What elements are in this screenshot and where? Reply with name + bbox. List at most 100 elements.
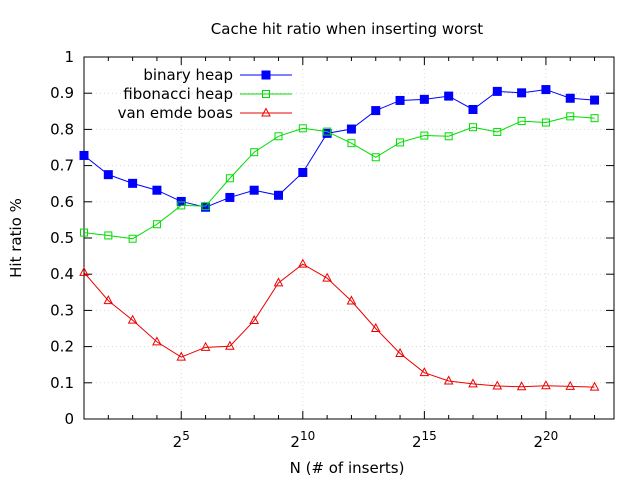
data-point <box>370 322 381 332</box>
data-point <box>103 170 113 180</box>
x-tick-exponent: 20 <box>543 429 558 443</box>
data-point <box>128 234 137 243</box>
data-point <box>493 127 502 136</box>
data-point <box>250 148 259 157</box>
data-point <box>565 93 575 103</box>
data-point <box>200 341 211 351</box>
data-point <box>225 192 235 202</box>
legend-label: van emde boas <box>118 104 234 122</box>
data-point <box>298 124 307 133</box>
data-point <box>396 138 405 147</box>
legend-label: fibonacci heap <box>123 85 233 103</box>
data-point <box>419 367 430 377</box>
data-point <box>261 70 271 80</box>
x-tick-exponent: 5 <box>182 429 190 443</box>
data-point <box>565 380 576 390</box>
y-axis-label: Hit ratio % <box>7 198 25 278</box>
data-point <box>79 150 89 160</box>
series-line <box>83 263 595 388</box>
data-point <box>323 127 332 136</box>
data-point <box>395 347 405 357</box>
y-tick-label: 1 <box>64 48 74 66</box>
x-axis-label: N (# of inserts) <box>290 459 405 477</box>
data-point <box>444 91 454 101</box>
data-point <box>79 266 89 276</box>
data-point <box>468 104 478 114</box>
data-point <box>566 112 575 121</box>
data-point <box>517 88 527 98</box>
data-point <box>273 190 283 200</box>
legend-label: binary heap <box>143 66 233 84</box>
y-tick-label: 0 <box>64 410 74 428</box>
data-point <box>201 202 210 211</box>
y-tick-label: 0.5 <box>50 229 74 247</box>
data-point <box>104 231 113 240</box>
data-point <box>541 380 551 390</box>
data-point <box>152 336 162 346</box>
data-point <box>444 132 453 141</box>
data-point <box>261 107 271 117</box>
data-point <box>420 131 429 140</box>
x-tick-label: 220 <box>534 429 559 451</box>
data-point <box>176 351 187 361</box>
data-point <box>249 314 260 325</box>
data-point <box>273 277 284 287</box>
y-tick-label: 0.3 <box>50 301 74 319</box>
x-tick-base: 2 <box>173 433 183 451</box>
data-point <box>80 228 88 237</box>
data-point <box>517 117 526 126</box>
data-point <box>443 375 454 385</box>
data-point <box>347 139 356 148</box>
data-point <box>371 153 380 162</box>
y-tick-label: 0.7 <box>50 157 74 175</box>
data-point <box>177 201 186 210</box>
data-point <box>395 95 405 105</box>
data-point <box>274 132 283 141</box>
data-point <box>541 118 550 127</box>
data-point <box>541 85 551 95</box>
data-point <box>225 174 234 183</box>
y-tick-label: 0.8 <box>50 120 74 138</box>
chart-title: Cache hit ratio when inserting worst <box>211 20 484 38</box>
y-tick-label: 0.1 <box>50 374 74 392</box>
data-point <box>346 295 357 305</box>
x-tick-exponent: 10 <box>300 429 315 443</box>
x-tick-label: 210 <box>290 429 315 451</box>
data-point <box>127 314 138 324</box>
x-tick-label: 25 <box>173 429 190 451</box>
data-point <box>590 95 600 105</box>
data-point <box>492 86 502 96</box>
data-point <box>152 220 161 229</box>
data-point <box>298 167 308 177</box>
data-point <box>152 185 162 195</box>
data-point <box>346 124 356 134</box>
x-tick-label: 215 <box>412 429 437 451</box>
series-fibonacci-heap <box>80 112 599 243</box>
data-point <box>589 381 600 391</box>
data-point <box>516 381 527 391</box>
data-point <box>103 295 114 305</box>
x-tick-exponent: 15 <box>421 429 436 443</box>
data-point <box>225 340 235 350</box>
data-point <box>322 272 332 282</box>
x-tick-base: 2 <box>412 433 422 451</box>
series-line <box>83 115 595 240</box>
y-tick-label: 0.9 <box>50 84 74 102</box>
series-line <box>83 89 595 208</box>
data-point <box>590 114 599 123</box>
data-point <box>249 185 259 195</box>
data-point <box>419 94 429 104</box>
x-tick-base: 2 <box>534 433 544 451</box>
x-tick-base: 2 <box>290 433 300 451</box>
data-point <box>492 380 503 390</box>
y-tick-label: 0.4 <box>50 265 74 283</box>
series-van-emde-boas <box>79 258 600 391</box>
data-point <box>371 106 381 116</box>
data-point <box>468 378 478 388</box>
data-point <box>262 90 270 98</box>
series-group <box>79 85 600 391</box>
